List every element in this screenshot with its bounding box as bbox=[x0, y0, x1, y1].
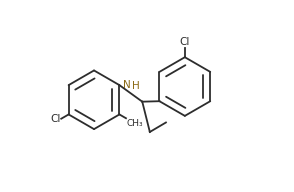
Text: N: N bbox=[123, 80, 130, 90]
Text: Cl: Cl bbox=[50, 114, 60, 124]
Text: H: H bbox=[132, 81, 140, 91]
Text: Cl: Cl bbox=[180, 37, 190, 47]
Text: CH₃: CH₃ bbox=[127, 119, 143, 128]
